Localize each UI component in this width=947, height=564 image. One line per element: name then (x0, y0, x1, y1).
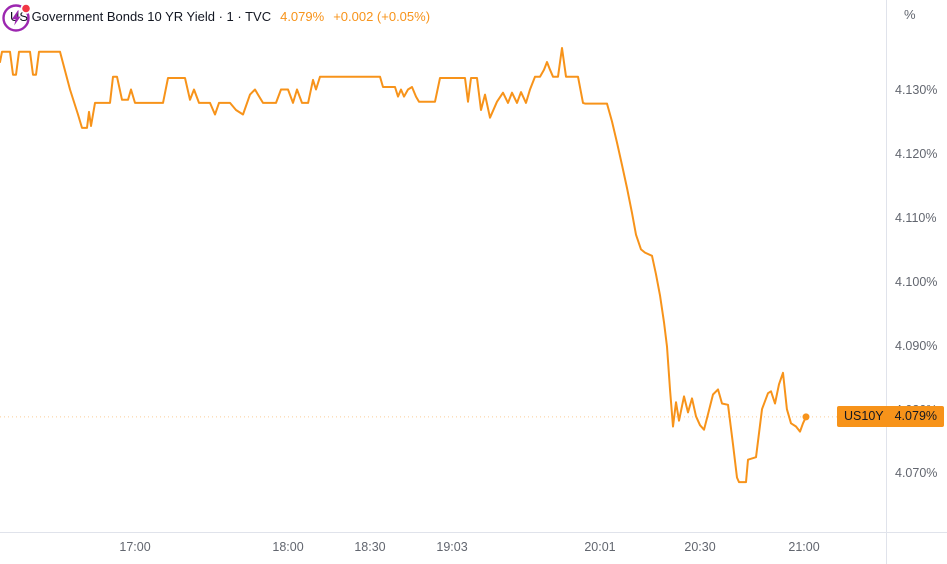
chart-legend: US Government Bonds 10 YR Yield · 1 · TV… (10, 8, 430, 25)
time-axis-tick-label: 18:30 (354, 540, 386, 554)
price-badge-value: 4.079% (894, 408, 938, 423)
price-axis[interactable]: % 4.130%4.120%4.110%4.100%4.090%4.080%4.… (886, 0, 947, 532)
last-value-marker-icon (802, 413, 810, 421)
axis-corner-divider (886, 533, 887, 564)
price-axis-unit-label: % (904, 7, 916, 22)
time-axis-tick-label: 19:03 (436, 540, 468, 554)
notification-dot-icon (20, 3, 32, 14)
yield-line-series (0, 47, 807, 484)
yield-line-chart-canvas[interactable] (0, 0, 886, 532)
price-axis-tick-label: 4.100% (895, 274, 938, 289)
price-axis-tick-label: 4.130% (895, 82, 938, 97)
time-axis[interactable]: 17:00 18:00 18:30 19:03 20:01 20:30 21:00 (0, 532, 947, 564)
time-axis-tick-label: 20:01 (584, 540, 616, 554)
lightning-bolt-icon (11, 10, 21, 26)
price-axis-tick-label: 4.090% (895, 338, 938, 353)
current-price-badge[interactable]: US10Y 4.079% (837, 405, 945, 427)
time-axis-tick-label: 17:00 (119, 540, 151, 554)
status-circle-icon (2, 4, 30, 32)
market-status-icon[interactable] (0, 0, 34, 34)
price-badge-symbol: US10Y (844, 408, 884, 423)
price-axis-tick-label: 4.120% (895, 146, 938, 161)
symbol-title[interactable]: US Government Bonds 10 YR Yield · 1 · TV… (10, 9, 272, 24)
last-price-value: 4.079% (280, 9, 325, 24)
price-axis-tick-label: 4.110% (895, 210, 937, 225)
time-axis-tick-label: 21:00 (788, 540, 820, 554)
time-axis-tick-label: 18:00 (272, 540, 304, 554)
price-axis-tick-label: 4.070% (895, 466, 938, 481)
price-change-value: +0.002 (+0.05%) (333, 9, 431, 24)
time-axis-tick-label: 20:30 (684, 540, 716, 554)
chart-plot-area[interactable]: US Government Bonds 10 YR Yield · 1 · TV… (0, 0, 886, 532)
